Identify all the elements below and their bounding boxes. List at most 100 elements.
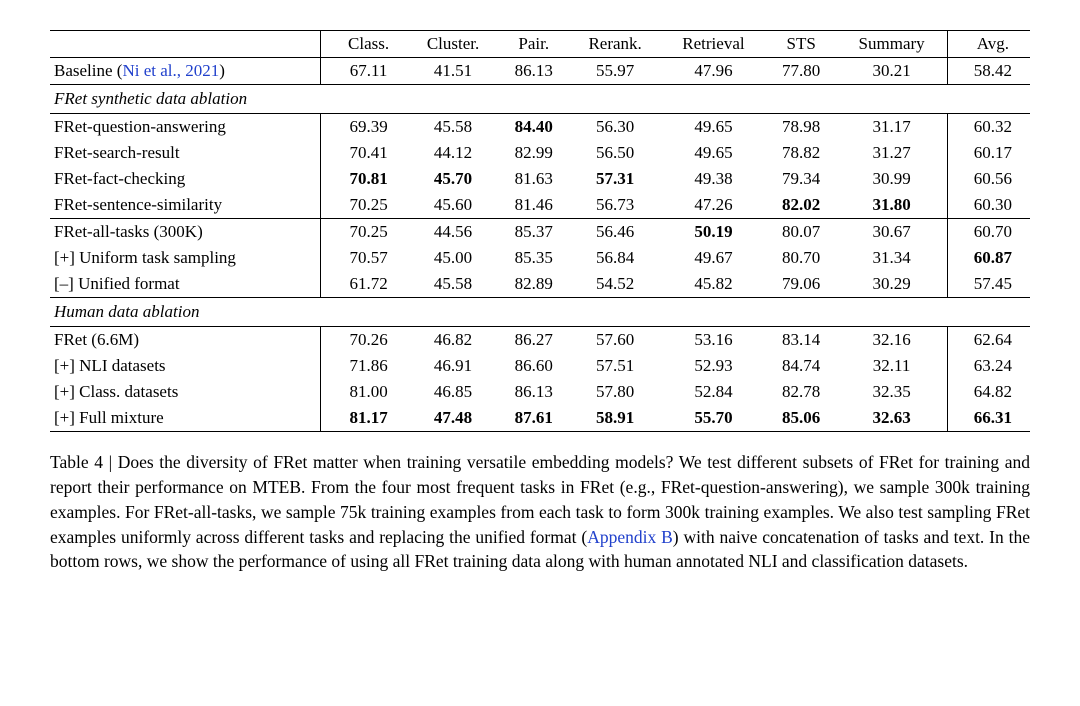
- header-empty: [50, 31, 321, 58]
- cell: 47.48: [408, 405, 499, 432]
- cell: 30.99: [837, 166, 948, 192]
- cell: 57.45: [947, 271, 1030, 298]
- cell: 50.19: [661, 219, 766, 246]
- cell: 86.27: [498, 327, 569, 354]
- table-row: [–] Unified format 61.7245.5882.8954.524…: [50, 271, 1030, 298]
- cell: 57.60: [569, 327, 661, 354]
- cell: 79.34: [766, 166, 837, 192]
- cell: 53.16: [661, 327, 766, 354]
- cell: 60.87: [947, 245, 1030, 271]
- results-table: Class. Cluster. Pair. Rerank. Retrieval …: [50, 30, 1030, 432]
- cell: 83.14: [766, 327, 837, 354]
- col-pair: Pair.: [498, 31, 569, 58]
- row-label: FRet (6.6M): [50, 327, 321, 354]
- cell: 57.31: [569, 166, 661, 192]
- cell: 57.80: [569, 379, 661, 405]
- section-row: Human data ablation: [50, 298, 1030, 327]
- cell: 81.46: [498, 192, 569, 219]
- cell: 81.17: [321, 405, 408, 432]
- cell: 30.29: [837, 271, 948, 298]
- cell: 70.26: [321, 327, 408, 354]
- cell: 70.25: [321, 219, 408, 246]
- cell: 44.12: [408, 140, 499, 166]
- cell: 56.50: [569, 140, 661, 166]
- table-row: [+] NLI datasets 71.8646.9186.6057.5152.…: [50, 353, 1030, 379]
- cell: 85.35: [498, 245, 569, 271]
- cell: 70.25: [321, 192, 408, 219]
- cell: 82.89: [498, 271, 569, 298]
- cell: 49.65: [661, 140, 766, 166]
- cell: 78.98: [766, 114, 837, 141]
- table-row: [+] Full mixture 81.1747.4887.6158.9155.…: [50, 405, 1030, 432]
- col-class: Class.: [321, 31, 408, 58]
- cell: 46.85: [408, 379, 499, 405]
- table-header-row: Class. Cluster. Pair. Rerank. Retrieval …: [50, 31, 1030, 58]
- cell: 69.39: [321, 114, 408, 141]
- cell: 82.99: [498, 140, 569, 166]
- cell: 56.84: [569, 245, 661, 271]
- cell: 45.58: [408, 114, 499, 141]
- cell: 30.67: [837, 219, 948, 246]
- row-label: FRet-sentence-similarity: [50, 192, 321, 219]
- cell: 61.72: [321, 271, 408, 298]
- row-label: FRet-question-answering: [50, 114, 321, 141]
- cell: 60.32: [947, 114, 1030, 141]
- cell: 47.26: [661, 192, 766, 219]
- cell: 85.06: [766, 405, 837, 432]
- cell: 45.82: [661, 271, 766, 298]
- results-table-wrap: Class. Cluster. Pair. Rerank. Retrieval …: [50, 30, 1030, 432]
- cell: 32.35: [837, 379, 948, 405]
- cell: 45.00: [408, 245, 499, 271]
- row-label: [+] Class. datasets: [50, 379, 321, 405]
- row-label: [+] Full mixture: [50, 405, 321, 432]
- cell: 81.00: [321, 379, 408, 405]
- caption-lead: Table 4 |: [50, 452, 118, 472]
- cell: 79.06: [766, 271, 837, 298]
- cell: 46.82: [408, 327, 499, 354]
- cell: 80.70: [766, 245, 837, 271]
- cell: 55.70: [661, 405, 766, 432]
- table-row: FRet (6.6M) 70.2646.8286.2757.6053.1683.…: [50, 327, 1030, 354]
- col-cluster: Cluster.: [408, 31, 499, 58]
- cell: 87.61: [498, 405, 569, 432]
- row-label: FRet-fact-checking: [50, 166, 321, 192]
- table-row: FRet-fact-checking 70.8145.7081.6357.314…: [50, 166, 1030, 192]
- row-label: FRet-all-tasks (300K): [50, 219, 321, 246]
- cell: 45.58: [408, 271, 499, 298]
- cell: 78.82: [766, 140, 837, 166]
- cell: 31.17: [837, 114, 948, 141]
- cell: 49.67: [661, 245, 766, 271]
- row-label: [–] Unified format: [50, 271, 321, 298]
- cell: 82.78: [766, 379, 837, 405]
- citation-link[interactable]: Ni et al., 2021: [122, 61, 219, 80]
- cell: 86.13: [498, 379, 569, 405]
- col-summary: Summary: [837, 31, 948, 58]
- cell: 31.80: [837, 192, 948, 219]
- table-row: Baseline (Ni et al., 2021) 67.1141.5186.…: [50, 58, 1030, 85]
- cell: 54.52: [569, 271, 661, 298]
- cell: 31.34: [837, 245, 948, 271]
- cell: 32.11: [837, 353, 948, 379]
- section-title: FRet synthetic data ablation: [50, 85, 1030, 114]
- cell: 60.30: [947, 192, 1030, 219]
- cell: 70.41: [321, 140, 408, 166]
- cell: 46.91: [408, 353, 499, 379]
- cell: 55.97: [569, 58, 661, 85]
- table-row: [+] Uniform task sampling 70.5745.0085.3…: [50, 245, 1030, 271]
- cell: 49.65: [661, 114, 766, 141]
- table-body: Baseline (Ni et al., 2021) 67.1141.5186.…: [50, 58, 1030, 432]
- cell: 71.86: [321, 353, 408, 379]
- cell: 66.31: [947, 405, 1030, 432]
- cell: 49.38: [661, 166, 766, 192]
- cell: 56.46: [569, 219, 661, 246]
- cell: 63.24: [947, 353, 1030, 379]
- cell: 30.21: [837, 58, 948, 85]
- cell: 70.57: [321, 245, 408, 271]
- section-title: Human data ablation: [50, 298, 1030, 327]
- cell: 62.64: [947, 327, 1030, 354]
- row-label: Baseline (Ni et al., 2021): [50, 58, 321, 85]
- cell: 80.07: [766, 219, 837, 246]
- cell: 70.81: [321, 166, 408, 192]
- cell: 82.02: [766, 192, 837, 219]
- col-sts: STS: [766, 31, 837, 58]
